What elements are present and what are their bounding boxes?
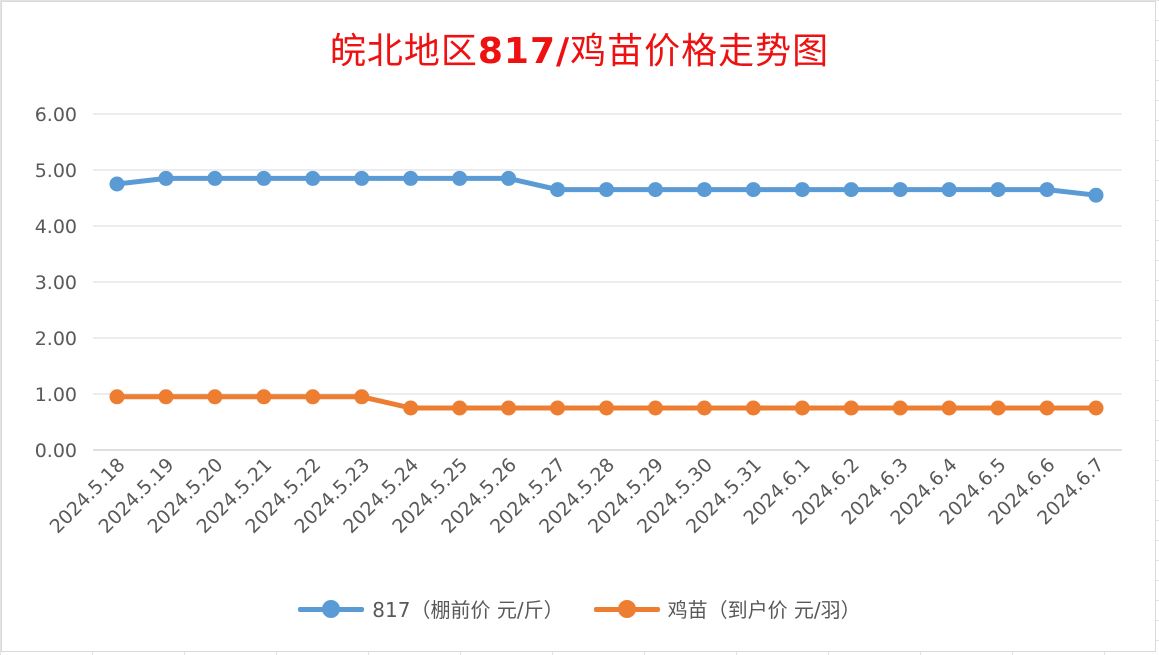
data-point [452,400,468,416]
data-point [892,182,908,198]
data-point [696,400,712,416]
data-point [599,400,614,416]
y-tick-label: 5.00 [35,160,77,182]
data-point [647,182,663,198]
data-point [941,400,957,416]
data-point [452,170,468,186]
data-point [354,389,370,405]
y-tick-label: 0.00 [35,440,77,462]
chart-title-suffix: 鸡苗价格走势图 [570,31,830,72]
chart-title-breed: 817/ [477,31,571,72]
data-point [794,400,810,416]
y-tick-label: 1.00 [35,384,77,406]
legend-item-chick[interactable]: 鸡苗（到户价 元/羽） [593,594,861,623]
y-tick-label: 6.00 [35,104,77,126]
data-point [1088,187,1104,203]
data-point [1039,400,1055,416]
data-point [109,389,125,405]
data-point [647,400,663,416]
y-axis-tick-labels: 0.00 1.00 2.00 3.00 4.00 5.00 6.00 [35,104,77,462]
y-tick-label: 4.00 [35,216,77,238]
data-point [109,176,125,192]
chart-title-region: 皖北地区 [329,31,478,72]
y-tick-label: 3.00 [35,272,77,294]
data-point [354,170,370,186]
series-0 [109,170,1104,203]
legend-marker-817 [298,599,365,618]
data-point [745,400,761,416]
data-point [794,182,810,198]
data-point [745,182,761,198]
legend-item-817[interactable]: 817（棚前价 元/斤） [298,594,564,623]
legend: 817（棚前价 元/斤） 鸡苗（到户价 元/羽） [0,594,1159,623]
data-point [256,170,272,186]
legend-label-817: 817（棚前价 元/斤） [372,598,564,622]
chart-title: 皖北地区817/鸡苗价格走势图 [0,22,1159,74]
data-point [403,400,419,416]
legend-label-chick: 鸡苗（到户价 元/羽） [667,598,861,622]
data-point [843,182,859,198]
data-point [843,400,859,416]
data-point [550,182,566,198]
data-point [892,400,908,416]
data-point [305,170,321,186]
data-point [990,182,1006,198]
legend-marker-chick [593,599,660,618]
data-point [403,170,419,186]
data-point [941,182,957,198]
series-group [109,170,1104,416]
data-point [501,400,517,416]
data-point [990,400,1006,416]
data-point [305,389,321,405]
gridlines [93,113,1122,451]
data-point [1039,182,1055,198]
series-1 [109,389,1104,416]
data-point [501,170,517,186]
data-point [696,182,712,198]
data-point [207,170,223,186]
y-tick-label: 2.00 [35,328,77,350]
data-point [599,182,614,198]
data-point [550,400,566,416]
data-point [207,389,223,405]
data-point [158,389,174,405]
x-axis-tick-labels: 2024.5.182024.5.192024.5.202024.5.212024… [46,454,1109,538]
data-point [256,389,272,405]
data-point [1088,400,1104,416]
data-point [158,170,174,186]
